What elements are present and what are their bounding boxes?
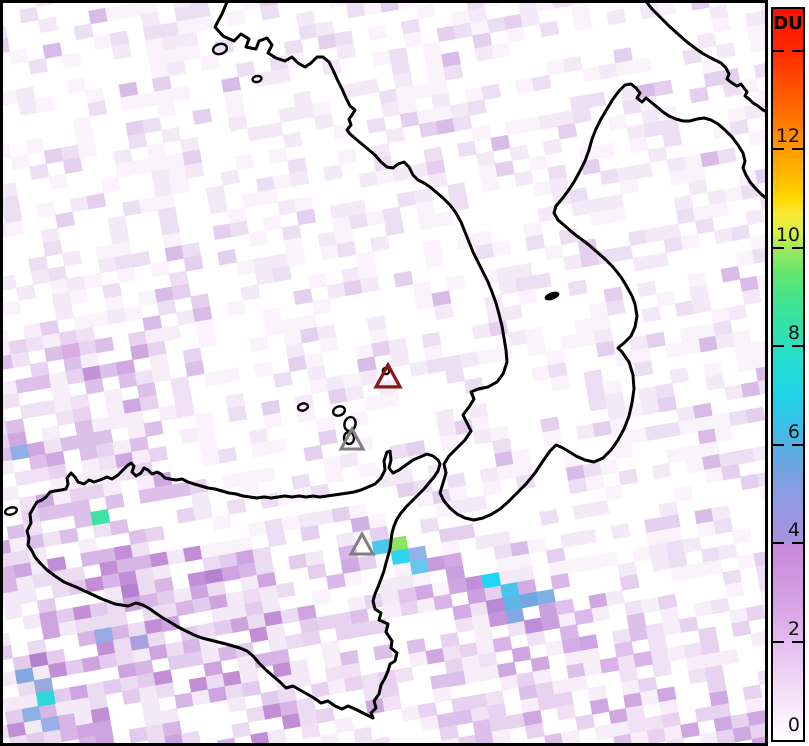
island [296, 402, 310, 412]
colorbar-tick-label: 2 [787, 617, 800, 640]
so2-cell [407, 545, 428, 563]
colorbar-tick-dash [773, 443, 784, 446]
colorbar-tick-dash [773, 49, 784, 52]
so2-cell [397, 586, 418, 604]
so2-cell [21, 705, 42, 723]
so2-map [0, 0, 768, 746]
so2-cell [538, 601, 558, 619]
colorbar-tick-label: 8 [787, 322, 800, 344]
colorbar-tick-dash [792, 542, 803, 544]
colorbar-tick-label: 6 [787, 420, 800, 443]
map-frame [0, 0, 768, 746]
so2-cell [325, 573, 346, 590]
so2-cell [452, 603, 473, 621]
colorbar-tick-dash [792, 246, 803, 249]
colorbar-tick-dash [792, 49, 803, 52]
island [342, 430, 356, 446]
so2-cell [561, 637, 582, 654]
so2-cell [371, 538, 392, 556]
so2-cell [388, 535, 409, 553]
volcano-marker [338, 425, 366, 451]
so2-cell [519, 591, 539, 609]
so2-cell [492, 636, 513, 653]
island [343, 415, 357, 433]
colorbar-tick-dash [792, 443, 803, 446]
so2-cell [93, 627, 114, 644]
colorbar-gradient [773, 9, 803, 740]
so2-cell [614, 641, 634, 658]
so2-cell [340, 557, 361, 574]
so2-cell [390, 548, 411, 566]
so2-cell [464, 575, 485, 592]
so2-cell [40, 715, 61, 733]
colorbar-tick-dash [792, 640, 803, 643]
so2-cell [60, 342, 81, 360]
so2-cell [487, 610, 508, 628]
so2-cell [578, 634, 599, 651]
so2-cell [35, 690, 56, 707]
so2-cell [535, 588, 556, 606]
so2-cell [426, 555, 447, 572]
raster-grid [3, 3, 765, 743]
so2-cell [502, 594, 523, 612]
map-panel [0, 0, 768, 746]
colorbar-tick-label: 0 [787, 714, 800, 736]
coastline-taranto-gulf [645, 3, 765, 113]
coastline-sicily [25, 449, 442, 720]
colorbar-tick-label: 4 [787, 519, 800, 541]
volcano-marker [373, 361, 403, 389]
so2-cell [554, 598, 575, 616]
colorbar-tick-dash [792, 345, 803, 347]
so2-cell [633, 650, 653, 668]
colorbar-tick-label: 12 [775, 125, 800, 147]
colorbar-tick-dash [773, 542, 784, 544]
volcano-marker [348, 530, 376, 556]
colorbar-tick-dash [773, 148, 784, 150]
so2-cell [350, 515, 371, 533]
so2-cell [550, 573, 571, 590]
so2-cell [523, 617, 544, 634]
colorbar-unit-label: DU [773, 13, 803, 34]
so2-cell [14, 667, 35, 685]
colorbar-tick-label: 10 [775, 223, 800, 246]
island [331, 405, 347, 417]
so2-cell [559, 624, 580, 641]
so2-cell [443, 552, 464, 569]
island [211, 42, 229, 56]
so2-cell [409, 558, 430, 575]
so2-cell [414, 583, 435, 601]
island [544, 291, 560, 301]
so2-cell [129, 634, 150, 651]
so2-cell [90, 509, 111, 526]
so2-cell [447, 578, 468, 595]
so2-cell [466, 587, 487, 605]
so2-cell [599, 656, 620, 674]
so2-cell [9, 444, 30, 461]
colorbar-tick-dash [792, 148, 803, 150]
coastline-mainland-calabria [213, 3, 765, 522]
so2-cell [485, 597, 506, 615]
map-content [3, 3, 765, 743]
island [251, 74, 263, 84]
so2-cell [516, 579, 537, 596]
so2-cell [481, 572, 501, 589]
colorbar-tick-dash [773, 345, 784, 347]
so2-cell [433, 593, 454, 611]
so2-cell [500, 581, 520, 599]
coastlines [25, 3, 765, 720]
so2-cell [511, 645, 532, 663]
so2-cell [540, 614, 561, 632]
so2-cell [33, 677, 54, 694]
island [3, 506, 19, 516]
colorbar-tick-dash [773, 246, 784, 249]
colorbar-tick-dash [773, 640, 784, 643]
so2-cell [445, 565, 466, 582]
so2-cell [504, 607, 525, 625]
so2-cell [573, 608, 594, 626]
colorbar: DU 12 10 8 6 4 2 0 [771, 7, 805, 742]
